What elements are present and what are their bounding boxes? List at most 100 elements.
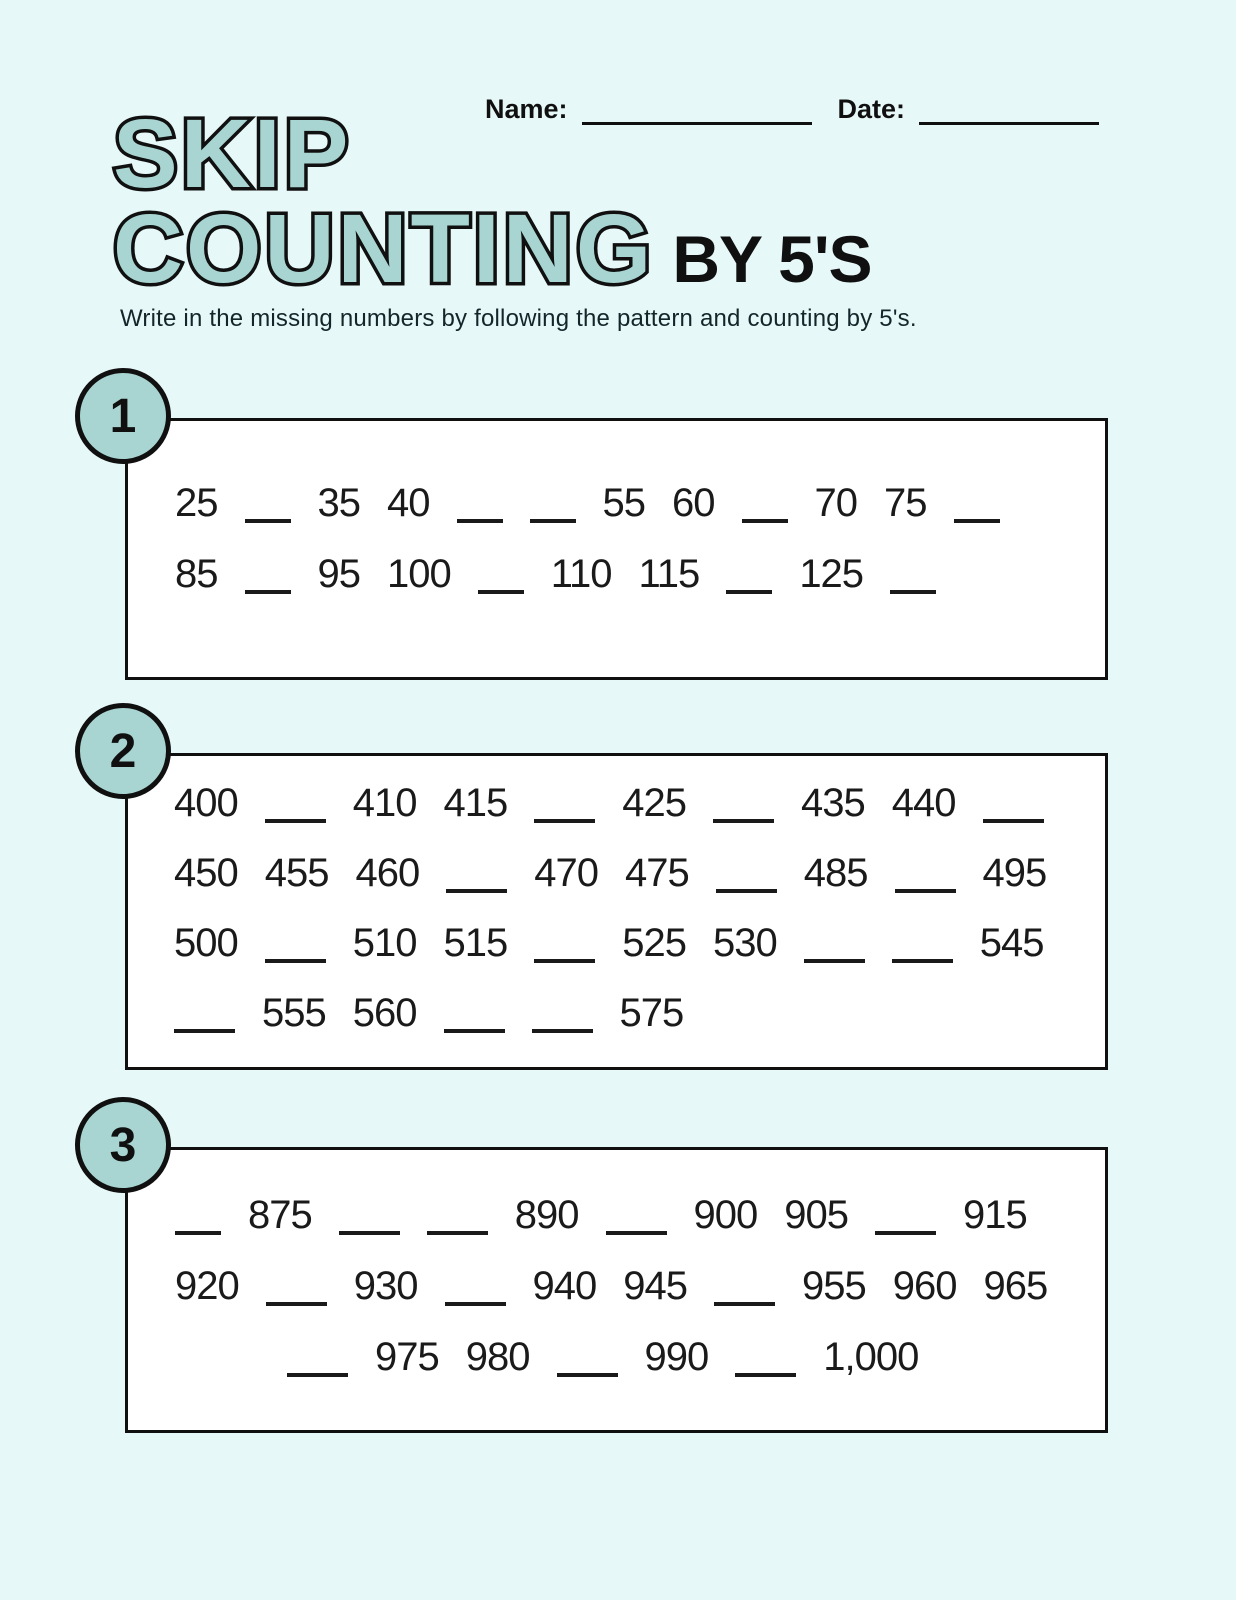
- blank-answer-line[interactable]: [446, 857, 508, 893]
- blank-answer-line[interactable]: [534, 927, 596, 963]
- blank-answer-line[interactable]: [875, 1199, 936, 1235]
- number-value: 400: [174, 781, 239, 825]
- blank-answer-line[interactable]: [477, 558, 524, 594]
- number-value: 415: [443, 781, 509, 825]
- header: Name: Date:: [485, 94, 1100, 125]
- instructions-text: Write in the missing numbers by followin…: [120, 305, 917, 332]
- blank-answer-line[interactable]: [534, 787, 596, 823]
- blank-answer-line[interactable]: [264, 787, 326, 823]
- number-rows: 400 410 415 425 435 440 450 455 460 470 475 485 495 5…: [128, 756, 1105, 1033]
- number-value: 555: [262, 991, 327, 1035]
- number-value: 1,000: [823, 1335, 919, 1379]
- blank-answer-line[interactable]: [713, 787, 774, 823]
- number-value: 455: [264, 851, 330, 895]
- number-value: 940: [532, 1264, 598, 1308]
- number-value: 25: [175, 481, 218, 525]
- blank-answer-line[interactable]: [265, 1270, 327, 1306]
- blank-answer-line[interactable]: [529, 487, 576, 523]
- blank-answer-line[interactable]: [714, 1270, 775, 1306]
- number-row: 25 35 40 55 60 70 75: [175, 483, 1089, 523]
- number-row: 85 95 100 110 115 125: [175, 554, 1089, 594]
- number-value: 470: [534, 851, 599, 895]
- number-value: 115: [638, 552, 701, 596]
- number-row: 555 560 575: [174, 993, 1089, 1033]
- number-value: 110: [550, 552, 613, 596]
- blank-answer-line[interactable]: [338, 1199, 400, 1235]
- number-value: 35: [317, 481, 361, 525]
- blank-answer-line[interactable]: [287, 1341, 348, 1377]
- blank-answer-line[interactable]: [444, 1270, 506, 1306]
- number-value: 460: [355, 851, 421, 895]
- number-value: 560: [352, 991, 418, 1035]
- blank-answer-line[interactable]: [175, 1199, 221, 1235]
- number-value: 425: [622, 781, 687, 825]
- number-value: 85: [175, 552, 218, 596]
- blank-answer-line[interactable]: [605, 1199, 667, 1235]
- number-value: 410: [352, 781, 418, 825]
- number-value: 125: [799, 552, 864, 596]
- number-value: 55: [602, 481, 646, 525]
- blank-answer-line[interactable]: [890, 558, 937, 594]
- number-value: 100: [387, 552, 452, 596]
- blank-answer-line[interactable]: [735, 1341, 797, 1377]
- number-value: 440: [891, 781, 957, 825]
- number-value: 890: [514, 1193, 580, 1237]
- number-value: 95: [317, 552, 361, 596]
- number-value: 495: [982, 851, 1048, 895]
- number-value: 965: [983, 1264, 1049, 1308]
- blank-answer-line[interactable]: [174, 997, 235, 1033]
- title-by-5s: BY 5'S: [672, 222, 872, 297]
- blank-answer-line[interactable]: [264, 927, 326, 963]
- title-counting: COUNTING: [109, 194, 655, 304]
- number-value: 905: [784, 1193, 849, 1237]
- blank-answer-line[interactable]: [531, 997, 593, 1033]
- number-rows: 875 890 900 905 915 920 930 940 945 955 960 965 975 9…: [128, 1150, 1105, 1377]
- blank-answer-line[interactable]: [426, 1199, 488, 1235]
- blank-answer-line[interactable]: [556, 1341, 618, 1377]
- number-row: 450 455 460 470 475 485 495: [174, 853, 1089, 893]
- number-value: 575: [619, 991, 685, 1035]
- number-value: 915: [963, 1193, 1028, 1237]
- number-row: 875 890 900 905 915: [175, 1195, 1089, 1235]
- date-label: Date:: [837, 94, 906, 124]
- blank-answer-line[interactable]: [741, 487, 788, 523]
- blank-answer-line[interactable]: [894, 857, 956, 893]
- date-input-line[interactable]: [919, 95, 1100, 125]
- number-value: 875: [248, 1193, 313, 1237]
- number-value: 975: [375, 1335, 440, 1379]
- number-value: 70: [814, 481, 858, 525]
- blank-answer-line[interactable]: [715, 857, 777, 893]
- number-value: 530: [713, 921, 778, 965]
- problem-box-1: 1 25 35 40 55 60 70 75 85 95 100 110 115 125: [75, 368, 1108, 680]
- blank-answer-line[interactable]: [244, 558, 291, 594]
- number-value: 980: [465, 1335, 531, 1379]
- number-value: 525: [622, 921, 687, 965]
- blank-answer-line[interactable]: [953, 487, 1000, 523]
- blank-answer-line[interactable]: [803, 927, 865, 963]
- blank-answer-line[interactable]: [244, 487, 291, 523]
- number-row: 500 510 515 525 530 545: [174, 923, 1089, 963]
- number-value: 40: [387, 481, 430, 525]
- number-value: 475: [625, 851, 690, 895]
- number-value: 60: [672, 481, 715, 525]
- blank-answer-line[interactable]: [726, 558, 773, 594]
- number-value: 500: [174, 921, 239, 965]
- blank-answer-line[interactable]: [982, 787, 1044, 823]
- number-rows: 25 35 40 55 60 70 75 85 95 100 110 115 125: [128, 421, 1105, 594]
- number-value: 450: [174, 851, 239, 895]
- number-value: 945: [623, 1264, 688, 1308]
- blank-answer-line[interactable]: [456, 487, 503, 523]
- number-value: 960: [892, 1264, 958, 1308]
- name-input-line[interactable]: [581, 95, 812, 125]
- number-value: 515: [443, 921, 509, 965]
- name-label: Name:: [485, 94, 568, 124]
- number-value: 510: [352, 921, 418, 965]
- blank-answer-line[interactable]: [443, 997, 505, 1033]
- blank-answer-line[interactable]: [891, 927, 953, 963]
- number-value: 900: [693, 1193, 759, 1237]
- title-skip: SKIP: [109, 99, 352, 208]
- number-value: 990: [644, 1335, 710, 1379]
- number-value: 930: [353, 1264, 419, 1308]
- number-value: 435: [801, 781, 866, 825]
